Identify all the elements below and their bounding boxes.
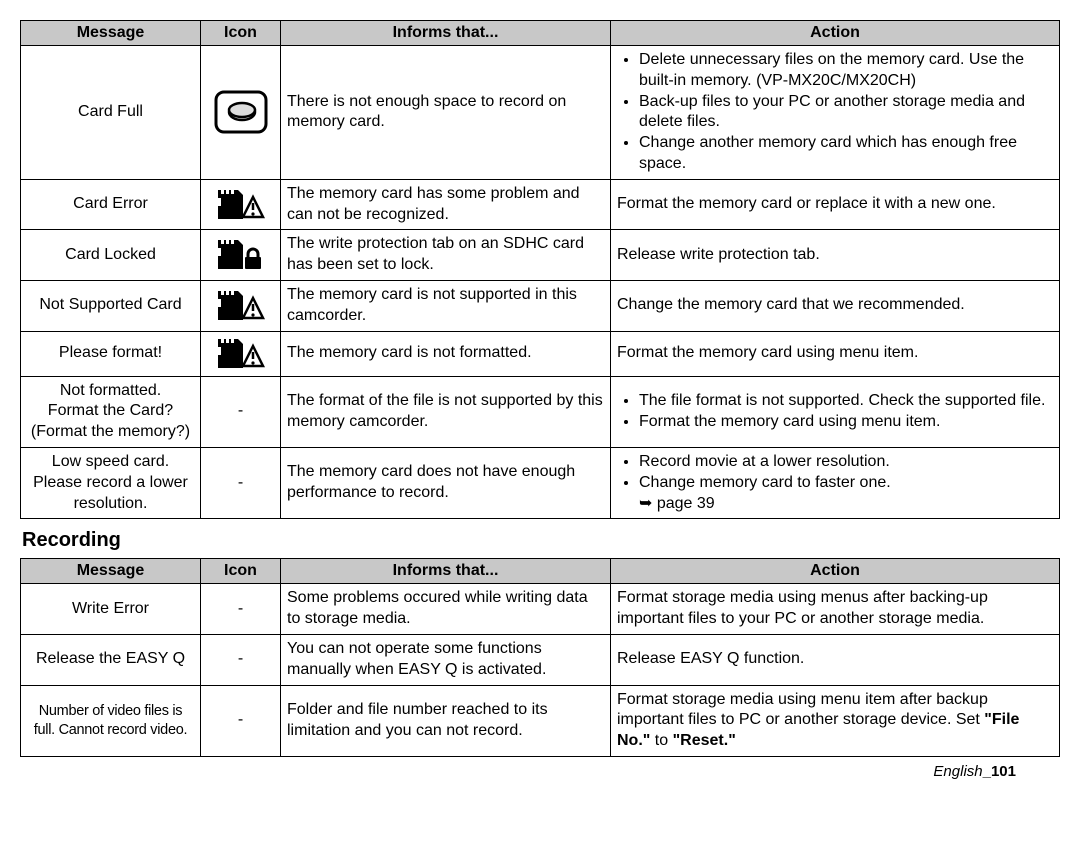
action-cell: Format the memory card or replace it wit… — [611, 179, 1060, 230]
message-cell: Card Locked — [21, 230, 201, 281]
header-message: Message — [21, 559, 201, 584]
message-cell: Low speed card.Please record a lower res… — [21, 447, 201, 518]
informs-cell: You can not operate some functions manua… — [281, 634, 611, 685]
informs-cell: There is not enough space to record on m… — [281, 46, 611, 180]
messages-table-storage: Message Icon Informs that... Action Card… — [20, 20, 1060, 519]
footer-page-number: _101 — [983, 763, 1016, 780]
table-row: Write Error-Some problems occured while … — [21, 584, 1060, 635]
table-row: Please format! The memory card is not for… — [21, 331, 1060, 376]
table-row: Card Full There is not enough space to re… — [21, 46, 1060, 180]
card-warn-icon — [215, 187, 267, 223]
informs-cell: The memory card does not have enough per… — [281, 447, 611, 518]
table-row: Release the EASY Q-You can not operate s… — [21, 634, 1060, 685]
header-action: Action — [611, 21, 1060, 46]
message-cell: Please format! — [21, 331, 201, 376]
table-row: Card Locked The write protection tab on a… — [21, 230, 1060, 281]
action-cell: Change the memory card that we recommend… — [611, 280, 1060, 331]
informs-cell: The write protection tab on an SDHC card… — [281, 230, 611, 281]
icon-cell: - — [201, 447, 281, 518]
card-lock-icon — [215, 237, 267, 273]
header-informs: Informs that... — [281, 559, 611, 584]
table-row: Card Error The memory card has some probl… — [21, 179, 1060, 230]
icon-cell — [201, 46, 281, 180]
informs-cell: Some problems occured while writing data… — [281, 584, 611, 635]
informs-cell: The memory card is not supported in this… — [281, 280, 611, 331]
header-action: Action — [611, 559, 1060, 584]
informs-cell: The format of the file is not supported … — [281, 376, 611, 447]
message-cell: Card Full — [21, 46, 201, 180]
informs-cell: Folder and file number reached to its li… — [281, 685, 611, 756]
icon-cell — [201, 331, 281, 376]
table-row: Number of video files is full. Cannot re… — [21, 685, 1060, 756]
message-cell: Not Supported Card — [21, 280, 201, 331]
action-cell: Delete unnecessary files on the memory c… — [611, 46, 1060, 180]
message-cell: Number of video files is full. Cannot re… — [21, 685, 201, 756]
action-cell: The file format is not supported. Check … — [611, 376, 1060, 447]
icon-cell: - — [201, 584, 281, 635]
table-row: Not Supported Card The memory card is not… — [21, 280, 1060, 331]
action-cell: Release write protection tab. — [611, 230, 1060, 281]
header-icon: Icon — [201, 559, 281, 584]
messages-table-recording: Message Icon Informs that... Action Writ… — [20, 558, 1060, 757]
footer-language: English — [933, 763, 982, 780]
informs-cell: The memory card has some problem and can… — [281, 179, 611, 230]
table-row: Not formatted.Format the Card?(Format th… — [21, 376, 1060, 447]
action-cell: Format storage media using menu item aft… — [611, 685, 1060, 756]
message-cell: Write Error — [21, 584, 201, 635]
icon-cell — [201, 179, 281, 230]
section-title-recording: Recording — [22, 529, 1060, 552]
action-cell: Record movie at a lower resolution.Chang… — [611, 447, 1060, 518]
action-cell: Format the memory card using menu item. — [611, 331, 1060, 376]
table-header-row: Message Icon Informs that... Action — [21, 21, 1060, 46]
header-message: Message — [21, 21, 201, 46]
icon-cell — [201, 230, 281, 281]
icon-cell — [201, 280, 281, 331]
card-full-icon — [214, 90, 268, 134]
card-warn-icon — [215, 336, 267, 372]
table-row: Low speed card.Please record a lower res… — [21, 447, 1060, 518]
header-informs: Informs that... — [281, 21, 611, 46]
message-cell: Card Error — [21, 179, 201, 230]
action-cell: Format storage media using menus after b… — [611, 584, 1060, 635]
informs-cell: The memory card is not formatted. — [281, 331, 611, 376]
icon-cell: - — [201, 634, 281, 685]
action-cell: Release EASY Q function. — [611, 634, 1060, 685]
page-footer: English_101 — [20, 763, 1060, 780]
message-cell: Release the EASY Q — [21, 634, 201, 685]
icon-cell: - — [201, 685, 281, 756]
header-icon: Icon — [201, 21, 281, 46]
message-cell: Not formatted.Format the Card?(Format th… — [21, 376, 201, 447]
card-warn-icon — [215, 288, 267, 324]
icon-cell: - — [201, 376, 281, 447]
table-header-row: Message Icon Informs that... Action — [21, 559, 1060, 584]
